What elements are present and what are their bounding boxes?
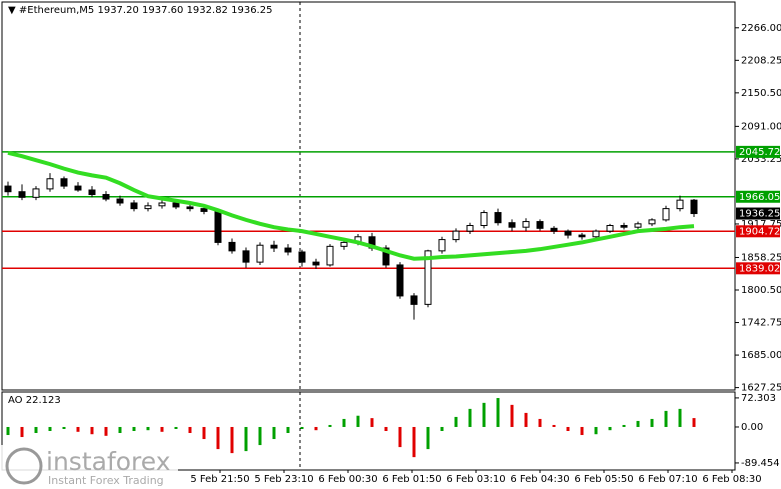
candle-body [326, 245, 334, 266]
watermark: instaforex Instant Forex Trading [0, 445, 178, 489]
candle-body [130, 202, 138, 210]
candle-body [256, 244, 264, 263]
candle-body [452, 230, 460, 241]
candle-body [578, 234, 586, 238]
candle-body [648, 219, 656, 225]
watermark-logo [5, 447, 43, 485]
candle-body [284, 247, 292, 253]
level-label-bg [736, 262, 780, 275]
ao-name: AO [8, 395, 23, 406]
candle-body [214, 210, 222, 243]
candle-body [60, 178, 68, 187]
candle-body [662, 208, 670, 221]
y-tick-label: 2150.50 [741, 88, 781, 99]
ohlc: 1932.82 [187, 5, 228, 16]
level-label: 1904.72 [739, 226, 780, 237]
x-tick-label: 6 Feb 01:50 [382, 474, 441, 485]
candle-body [200, 208, 208, 212]
x-tick-label: 5 Feb 21:50 [190, 474, 249, 485]
candle-body [172, 202, 180, 208]
price-label-bg [736, 207, 780, 220]
level-label: 2045.72 [739, 147, 780, 158]
candle-body [466, 225, 474, 232]
candle-body [4, 185, 12, 193]
level-label-bg [736, 225, 780, 238]
y-tick-label: 1917.75 [741, 219, 781, 230]
level-label-bg [736, 145, 780, 158]
ao-tick-label: 72.303 [741, 393, 776, 404]
candle-body [410, 295, 418, 305]
level-label-bg [736, 190, 780, 203]
y-tick-label: 1685.00 [741, 350, 781, 361]
watermark-tagline: Instant Forex Trading [48, 474, 164, 487]
candle-body [186, 206, 194, 210]
ohlc: 1936.25 [231, 5, 272, 16]
candle-body [158, 202, 166, 207]
ao-title: AO 22.123 [8, 395, 61, 406]
candle-body [676, 199, 684, 210]
y-tick-label: 2266.00 [741, 23, 781, 34]
candle-body [634, 223, 642, 228]
candle-body [228, 241, 236, 252]
candle-body [508, 222, 516, 228]
candle-body [536, 221, 544, 229]
ao-tick-label: 0.00 [741, 422, 763, 433]
x-tick-label: 5 Feb 23:10 [254, 474, 313, 485]
candle-body [74, 185, 82, 191]
ao-value: 22.123 [26, 395, 61, 406]
candle-body [494, 212, 502, 224]
candle-body [340, 241, 348, 247]
candle-body [102, 194, 110, 200]
candle-body [18, 191, 26, 198]
watermark-brand: instaforex [46, 447, 171, 476]
y-tick-label: 1858.25 [741, 252, 781, 263]
x-tick-label: 6 Feb 08:30 [702, 474, 761, 485]
candle-body [620, 225, 628, 228]
candle-body [438, 239, 446, 252]
main-frame [1, 1, 736, 391]
candle-body [564, 230, 572, 236]
x-tick-label: 6 Feb 05:50 [574, 474, 633, 485]
y-tick-label: 2208.25 [741, 55, 781, 66]
candle-body [298, 251, 306, 263]
candle-body [270, 244, 278, 249]
level-label: 1966.05 [739, 192, 780, 203]
y-tick-label: 2091.00 [741, 121, 781, 132]
x-tick-label: 6 Feb 03:10 [446, 474, 505, 485]
moving-average [7, 150, 695, 261]
candle-body [480, 212, 488, 227]
candle-body [522, 221, 530, 228]
y-tick-label: 1627.25 [741, 383, 781, 394]
y-tick-label: 1800.50 [741, 285, 781, 296]
symbol: #Ethereum,M5 [19, 5, 94, 16]
candle-body [144, 205, 152, 210]
x-tick-label: 6 Feb 04:30 [510, 474, 569, 485]
candle-body [46, 178, 54, 190]
candle-body [312, 261, 320, 266]
candle-body [592, 230, 600, 238]
x-tick-label: 6 Feb 00:30 [318, 474, 377, 485]
x-tick-label: 6 Feb 07:10 [638, 474, 697, 485]
y-tick-label: 1742.75 [741, 318, 781, 329]
candle-body [88, 189, 96, 196]
candle-body [690, 199, 698, 215]
header: ▼ #Ethereum,M5 1937.20 1937.60 1932.82 1… [8, 5, 272, 16]
candle-body [550, 227, 558, 232]
candle-body [396, 264, 404, 297]
candle-body [116, 198, 124, 204]
candle-body [606, 225, 614, 232]
current-price: 1936.25 [739, 209, 780, 220]
ohlc: 1937.60 [142, 5, 183, 16]
candle-body [424, 250, 432, 305]
level-label: 1839.02 [739, 263, 780, 274]
candle-body [32, 188, 40, 198]
ohlc: 1937.20 [97, 5, 138, 16]
candle-body [382, 247, 390, 266]
ao-tick-label: -89.454 [741, 458, 780, 469]
candle-body [242, 250, 250, 263]
y-tick-label: 2033.25 [741, 154, 781, 165]
